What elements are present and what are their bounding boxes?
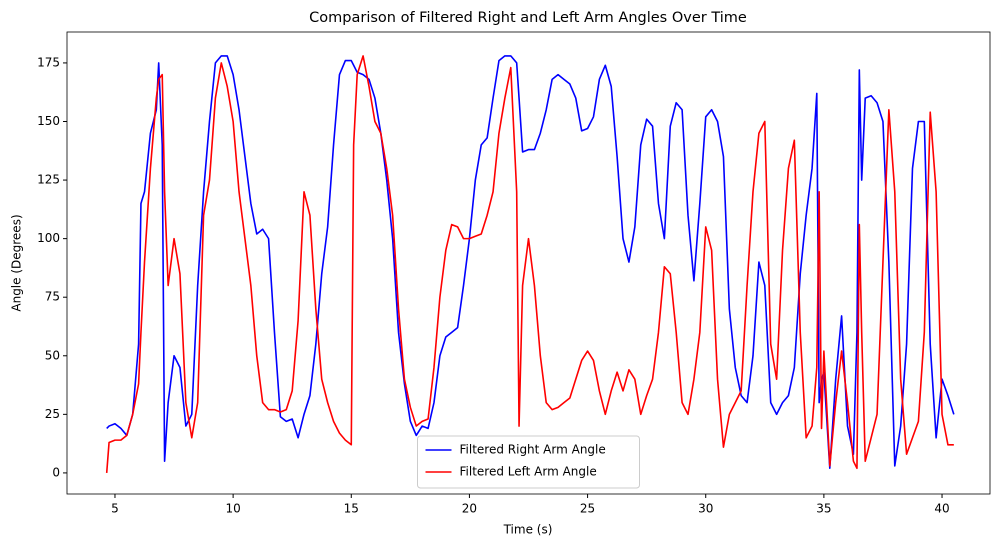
x-tick-label: 40 xyxy=(934,502,949,516)
plot-frame xyxy=(66,31,991,495)
x-tick-label: 5 xyxy=(111,502,119,516)
x-axis-label: Time (s) xyxy=(503,523,553,537)
y-tick-label: 150 xyxy=(37,114,60,128)
y-tick-label: 100 xyxy=(37,231,60,245)
x-tick-label: 15 xyxy=(344,502,359,516)
y-tick-label: 75 xyxy=(45,290,60,304)
y-tick-label: 175 xyxy=(37,55,60,69)
x-tick-label: 30 xyxy=(698,502,713,516)
y-tick-label: 25 xyxy=(45,407,60,421)
y-tick-label: 0 xyxy=(52,465,60,479)
chart-title: Comparison of Filtered Right and Left Ar… xyxy=(309,10,747,26)
y-tick-label: 50 xyxy=(45,348,60,362)
y-tick-label: 125 xyxy=(37,173,60,187)
legend: Filtered Right Arm Angle Filtered Left Ar… xyxy=(417,435,640,489)
legend-label: Filtered Right Arm Angle xyxy=(460,443,606,457)
legend-box xyxy=(417,435,640,489)
y-axis-label: Angle (Degrees) xyxy=(10,214,24,311)
x-tick-label: 35 xyxy=(816,502,831,516)
legend-label: Filtered Left Arm Angle xyxy=(460,465,597,479)
series-line xyxy=(105,55,954,473)
x-tick-label: 10 xyxy=(225,502,240,516)
x-tick-label: 20 xyxy=(462,502,477,516)
x-tick-label: 25 xyxy=(580,502,595,516)
series-line xyxy=(106,55,955,470)
